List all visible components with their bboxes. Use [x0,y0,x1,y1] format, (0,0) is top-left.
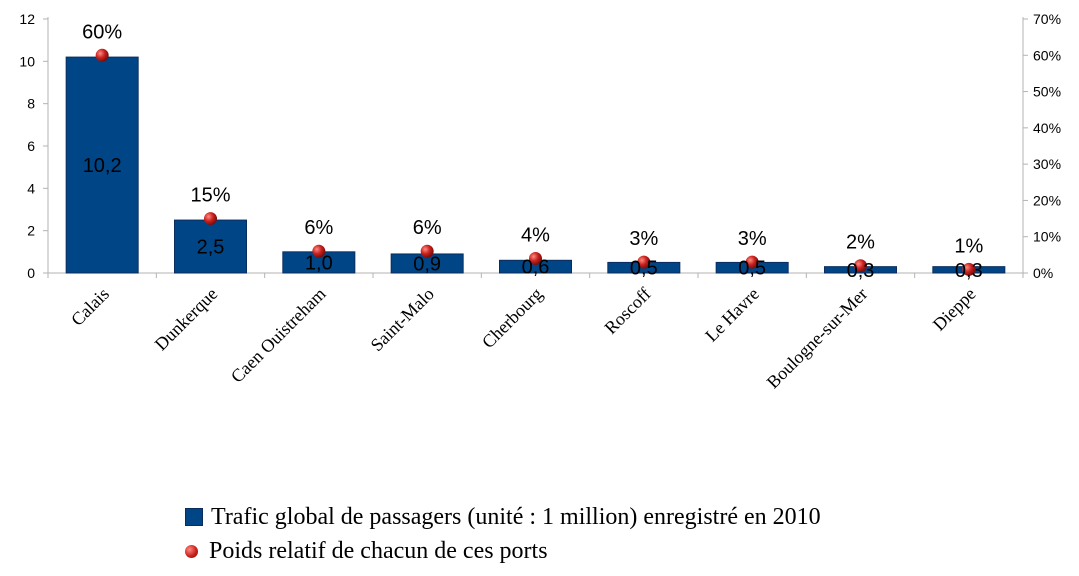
bar-value-label: 0,5 [630,258,658,280]
percent-marker [420,244,434,258]
percent-marker [745,255,759,269]
y-right-tick-label: 20% [1033,192,1061,208]
percent-label: 4% [521,224,550,246]
percent-label: 2% [846,232,875,254]
percent-marker [854,259,867,273]
category-label: Dieppe [929,284,980,335]
y-right-tick-label: 60% [1033,47,1061,63]
percent-marker [312,244,326,258]
legend-dot-label: Poids relatif de chacun de ces ports [209,537,548,564]
y-right-tick-label: 70% [1033,11,1061,27]
y-right-tick-label: 10% [1033,229,1061,245]
bar [65,56,139,274]
legend-item-bar: Trafic global de passagers (unité : 1 mi… [185,500,821,534]
y-right-tick-label: 30% [1033,156,1061,172]
category-label: Cherbourg [478,284,546,352]
y-right-tick-label: 50% [1033,84,1061,100]
labels: 10,2 60% Calais 2,5 15% Dunkerque 1,0 6% Caen Ou… [67,21,983,392]
y-left-tick-label: 0 [27,265,35,281]
bar-value-label: 10,2 [83,155,122,177]
category-label: Roscoff [600,284,654,338]
y-right-tick-label: 0% [1033,265,1053,281]
bar-value-label: 0,6 [522,257,550,279]
category-label: Saint-Malo [367,284,438,355]
category-label: Caen Ouistreham [227,284,330,387]
legend: Trafic global de passagers (unité : 1 mi… [185,500,821,568]
y-left-tick-label: 4 [27,180,35,196]
legend-bar-label: Trafic global de passagers (unité : 1 mi… [211,503,821,530]
category-label: Boulogne-sur-Mer [763,284,872,393]
percent-marker [204,212,217,226]
percent-marker [962,262,976,276]
y-left-tick-label: 8 [27,96,35,112]
percent-label: 60% [82,21,122,43]
percent-label: 3% [738,228,767,250]
bar [174,219,247,274]
legend-bar-swatch [185,508,203,526]
bar-value-label: 0,5 [738,258,766,280]
category-label: Calais [67,284,113,330]
percent-label: 6% [304,217,333,239]
category-label: Le Havre [701,284,763,346]
y-left-tick-label: 2 [27,223,35,239]
bar-value-label: 2,5 [197,237,225,259]
category-label: Dunkerque [151,284,222,355]
percent-label: 1% [954,235,983,257]
percent-label: 6% [413,217,442,239]
percent-marker [529,251,542,265]
markers [95,48,976,276]
bar-value-label: 0,9 [413,253,441,275]
percent-marker [637,255,651,269]
y-left-tick-label: 12 [19,11,35,27]
bar-value-label: 0,3 [955,260,983,282]
percent-marker [95,48,109,62]
percent-label: 15% [190,185,230,207]
y-right-tick-label: 40% [1033,120,1061,136]
y-left-tick-label: 10 [19,53,35,69]
bar-value-label: 0,3 [847,260,875,282]
bar-value-label: 1,0 [305,252,333,274]
legend-dot-swatch [185,544,198,558]
y-left-tick-label: 6 [27,138,35,154]
percent-label: 3% [629,228,658,250]
legend-item-dot: Poids relatif de chacun de ces ports [185,534,821,568]
